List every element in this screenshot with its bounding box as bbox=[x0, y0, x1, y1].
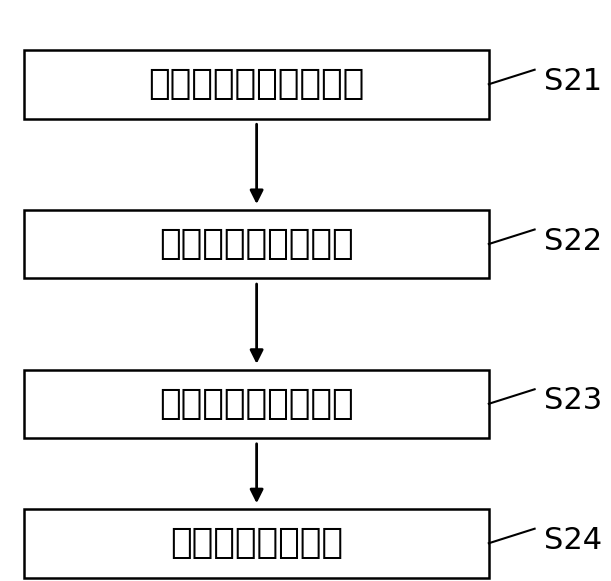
Text: S22: S22 bbox=[544, 227, 602, 256]
Bar bbox=[24, 210, 489, 278]
Text: S24: S24 bbox=[544, 526, 602, 555]
Bar bbox=[24, 370, 489, 438]
Bar bbox=[24, 50, 489, 119]
Text: 显示三维空间图形: 显示三维空间图形 bbox=[170, 526, 343, 560]
Text: 自动化线路结构建模: 自动化线路结构建模 bbox=[159, 227, 354, 261]
Text: 输电线路业务数据准备: 输电线路业务数据准备 bbox=[148, 67, 365, 101]
Text: S21: S21 bbox=[544, 67, 602, 96]
Text: S23: S23 bbox=[544, 386, 602, 415]
Text: 自动化线路实体建模: 自动化线路实体建模 bbox=[159, 387, 354, 421]
Bar bbox=[24, 509, 489, 578]
